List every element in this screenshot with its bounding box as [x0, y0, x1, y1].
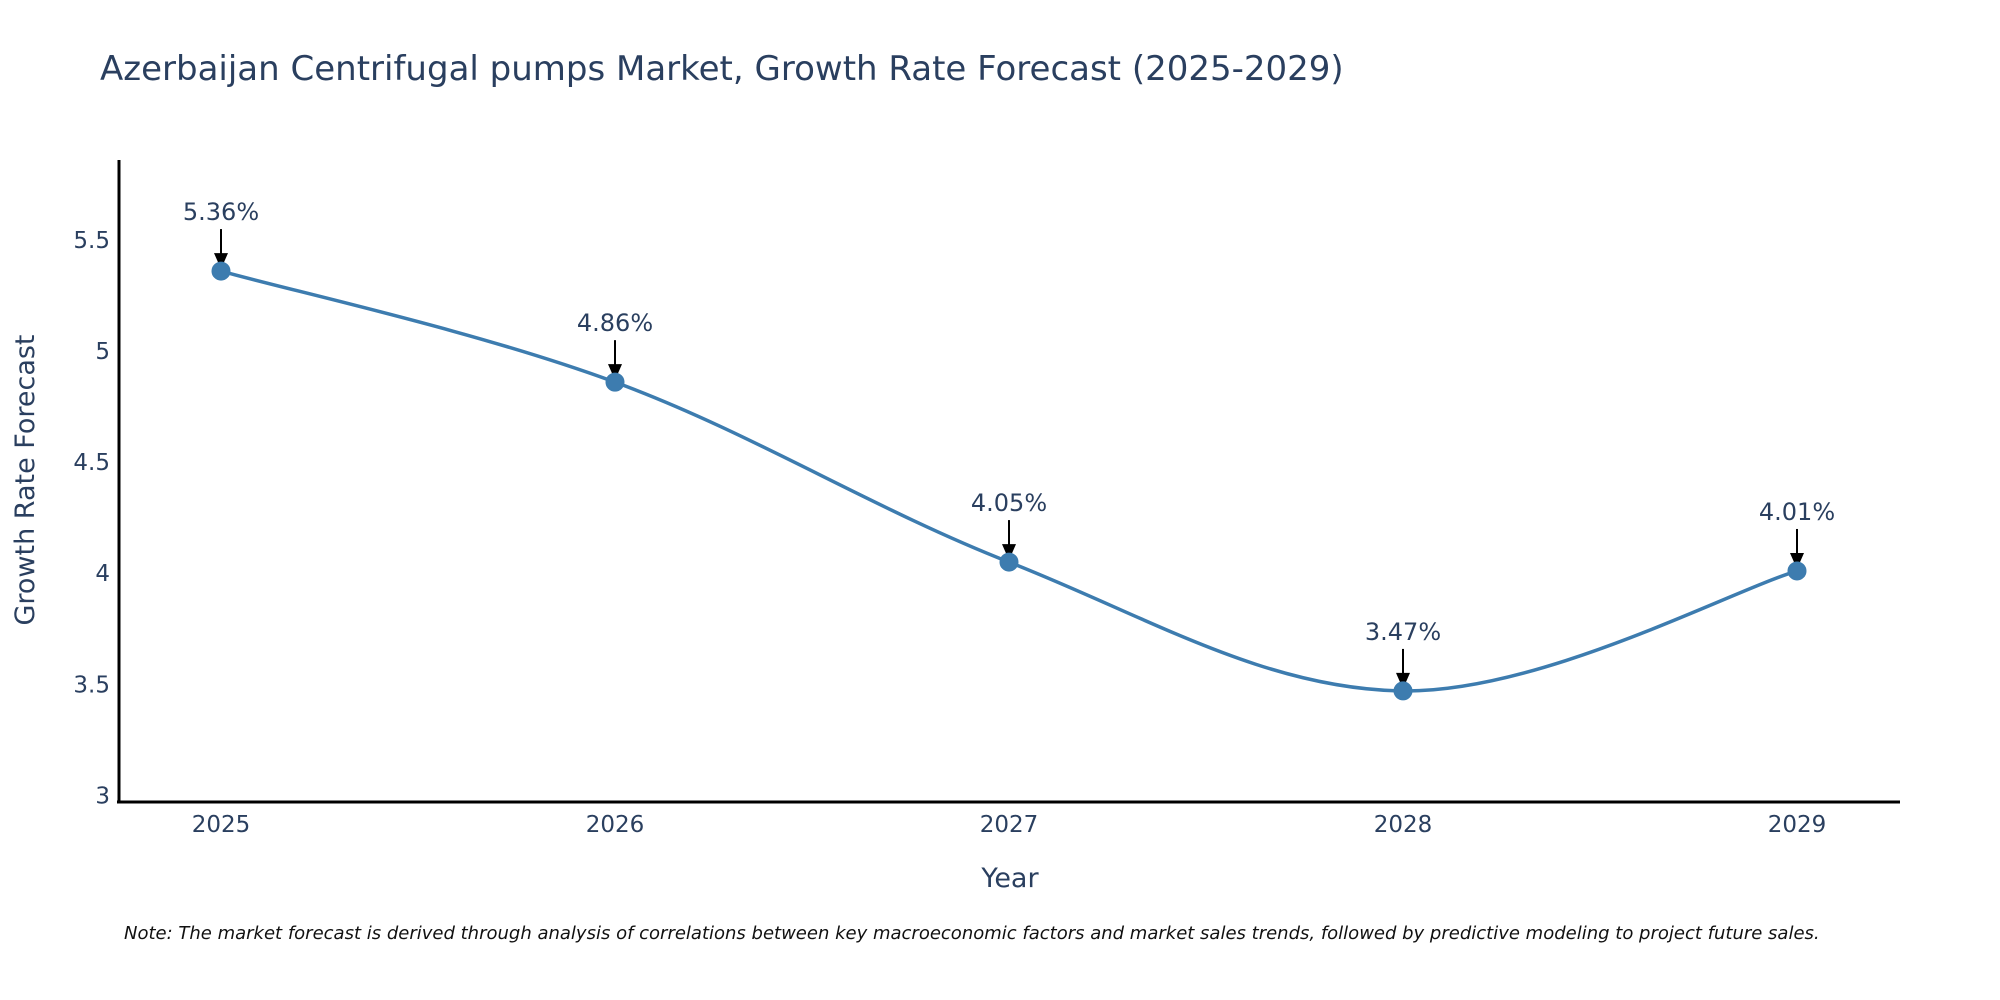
annotation-arrow-head: [214, 253, 228, 270]
x-tick-label: 2028: [1374, 812, 1433, 838]
data-label: 5.36%: [183, 198, 259, 226]
data-point[interactable]: [605, 372, 625, 392]
annotation-arrow-head: [608, 364, 622, 381]
data-label: 3.47%: [1365, 618, 1441, 646]
annotation-arrow-head: [1002, 544, 1016, 561]
data-point[interactable]: [1787, 561, 1807, 581]
chart-title: Azerbaijan Centrifugal pumps Market, Gro…: [100, 49, 1344, 89]
data-label: 4.86%: [577, 309, 653, 337]
y-tick-label: 3.5: [73, 672, 110, 698]
data-points: [211, 261, 1807, 701]
y-axis-title: Growth Rate Forecast: [10, 334, 41, 625]
annotation-arrow-head: [1396, 672, 1410, 689]
y-axis-ticks: 3 3.5 4 4.5 5 5.5: [73, 228, 110, 809]
data-point[interactable]: [211, 261, 231, 281]
y-tick-label: 4.5: [73, 450, 110, 476]
data-point[interactable]: [999, 552, 1019, 572]
forecast-note: Note: The market forecast is derived thr…: [124, 923, 1820, 944]
x-axis-ticks: 2025 2026 2027 2028 2029: [192, 812, 1827, 838]
data-annotations: 5.36% 4.86% 4.05% 3.47% 4.01%: [183, 198, 1835, 689]
chart-axes: [117, 160, 1900, 804]
y-tick-label: 4: [95, 561, 110, 587]
x-tick-label: 2026: [586, 812, 645, 838]
y-tick-label: 3: [95, 783, 110, 809]
annotation-arrow-head: [1790, 552, 1804, 569]
series-line: [219, 269, 1799, 693]
y-tick-label: 5.5: [73, 228, 110, 254]
x-axis-title: Year: [980, 863, 1039, 894]
data-point[interactable]: [1393, 681, 1413, 701]
x-tick-label: 2027: [980, 812, 1039, 838]
data-label: 4.01%: [1759, 498, 1835, 526]
y-tick-label: 5: [95, 339, 110, 365]
data-label: 4.05%: [971, 489, 1047, 517]
x-tick-label: 2029: [1768, 812, 1827, 838]
x-tick-label: 2025: [192, 812, 251, 838]
